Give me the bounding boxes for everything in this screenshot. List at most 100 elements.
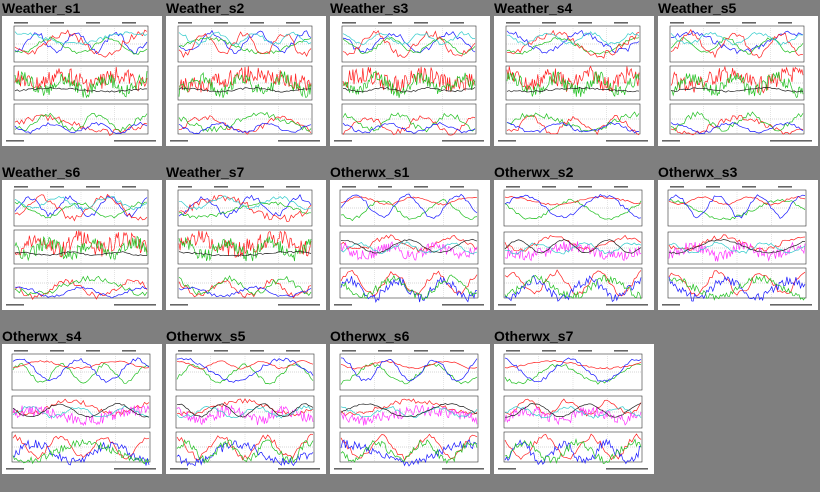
plot-series-line bbox=[12, 360, 150, 370]
plot-series-line bbox=[14, 114, 148, 136]
thumbnail-title: Otherwx_s5 bbox=[166, 328, 246, 344]
plot-series-line bbox=[176, 403, 314, 418]
plot-series-line bbox=[504, 398, 642, 417]
plot-panel bbox=[13, 267, 149, 301]
plot-series-line bbox=[504, 234, 642, 253]
plot-thumbnail[interactable] bbox=[166, 16, 326, 146]
thumbnail-title: Otherwx_s3 bbox=[658, 164, 738, 180]
plot-thumbnail[interactable] bbox=[2, 16, 162, 146]
plot-series-line bbox=[506, 87, 640, 93]
plot-series-line bbox=[178, 121, 312, 135]
plot-series-line bbox=[178, 31, 312, 58]
thumbnail-title: Weather_s3 bbox=[330, 0, 409, 16]
plot-thumbnail[interactable] bbox=[330, 16, 490, 146]
plot-series-line bbox=[668, 194, 806, 219]
plot-figure bbox=[662, 186, 812, 306]
thumbnail-title: Weather_s2 bbox=[166, 0, 245, 16]
plot-panel bbox=[177, 189, 313, 227]
plot-panel bbox=[505, 103, 641, 136]
plot-series-line bbox=[12, 438, 150, 465]
plot-panel bbox=[175, 395, 315, 429]
plot-series-line bbox=[12, 398, 150, 417]
plot-series-line bbox=[506, 29, 640, 54]
plot-panel bbox=[341, 25, 477, 63]
plot-panel bbox=[13, 103, 149, 136]
plot-series-line bbox=[176, 404, 314, 426]
plot-panel bbox=[667, 189, 807, 227]
thumbnail-title: Otherwx_s1 bbox=[330, 164, 410, 180]
plot-series-line bbox=[506, 29, 640, 59]
plot-series-line bbox=[178, 71, 312, 98]
plot-series-line bbox=[670, 122, 804, 135]
plot-thumbnail[interactable] bbox=[658, 180, 818, 310]
plot-thumbnail[interactable] bbox=[2, 344, 162, 474]
plot-series-line bbox=[670, 28, 804, 59]
plot-panel bbox=[503, 267, 643, 302]
plot-thumbnail[interactable] bbox=[166, 344, 326, 474]
plot-series-line bbox=[340, 269, 478, 297]
plot-panel bbox=[177, 267, 313, 299]
plot-series-line bbox=[12, 439, 150, 466]
plot-series-line bbox=[343, 87, 476, 93]
plot-series-line bbox=[342, 36, 476, 55]
plot-figure bbox=[170, 186, 320, 306]
plot-panel bbox=[505, 65, 641, 101]
plot-panel bbox=[339, 267, 479, 303]
plot-figure bbox=[498, 350, 648, 470]
plot-series-line bbox=[504, 433, 642, 461]
plot-series-line bbox=[668, 196, 806, 206]
plot-panel bbox=[175, 431, 315, 467]
plot-series-line bbox=[12, 403, 150, 418]
plot-thumbnail[interactable] bbox=[330, 180, 490, 310]
plot-series-line bbox=[340, 196, 478, 206]
plot-thumbnail[interactable] bbox=[494, 180, 654, 310]
plot-thumbnail[interactable] bbox=[2, 180, 162, 310]
plot-series-line bbox=[178, 31, 312, 47]
plot-series-line bbox=[340, 439, 478, 467]
plot-panel bbox=[505, 25, 641, 63]
plot-series-line bbox=[14, 121, 148, 134]
plot-series-line bbox=[506, 121, 640, 134]
plot-series-line bbox=[506, 111, 640, 133]
plot-panel bbox=[339, 353, 479, 391]
plot-series-line bbox=[178, 115, 312, 135]
plot-panel bbox=[177, 229, 313, 265]
plot-series-line bbox=[176, 398, 314, 417]
plot-panel bbox=[13, 229, 149, 265]
plot-series-line bbox=[178, 194, 312, 222]
plot-series-line bbox=[14, 230, 148, 258]
plot-figure bbox=[170, 350, 320, 470]
plot-series-line bbox=[340, 234, 478, 253]
plot-panel bbox=[503, 395, 643, 429]
plot-thumbnail[interactable] bbox=[494, 16, 654, 146]
plot-series-line bbox=[12, 357, 150, 383]
plot-figure bbox=[334, 350, 484, 470]
plot-figure bbox=[170, 22, 320, 142]
plot-series-line bbox=[505, 403, 642, 418]
plot-series-line bbox=[342, 66, 476, 93]
plot-panel bbox=[13, 189, 149, 227]
plot-figure bbox=[6, 350, 156, 470]
plot-figure bbox=[6, 22, 156, 142]
plot-series-line bbox=[670, 37, 804, 55]
thumbnail-title: Weather_s1 bbox=[2, 0, 81, 16]
plot-panel bbox=[669, 25, 805, 63]
plot-series-line bbox=[340, 398, 478, 416]
plot-panel bbox=[503, 189, 643, 227]
plot-thumbnail[interactable] bbox=[494, 344, 654, 474]
plot-series-line bbox=[14, 36, 148, 55]
plot-series-line bbox=[504, 242, 642, 255]
plot-figure bbox=[334, 22, 484, 142]
plot-thumbnail[interactable] bbox=[658, 16, 818, 146]
plot-panel bbox=[177, 103, 313, 135]
plot-thumbnail[interactable] bbox=[330, 344, 490, 474]
plot-panel bbox=[341, 65, 477, 101]
plot-series-line bbox=[671, 30, 804, 55]
plot-series-line bbox=[670, 71, 804, 99]
plot-thumbnail[interactable] bbox=[166, 180, 326, 310]
plot-series-line bbox=[14, 86, 147, 93]
plot-figure bbox=[498, 22, 648, 142]
plot-series-line bbox=[340, 362, 478, 385]
plot-series-line bbox=[12, 434, 150, 460]
plot-series-line bbox=[504, 360, 642, 370]
